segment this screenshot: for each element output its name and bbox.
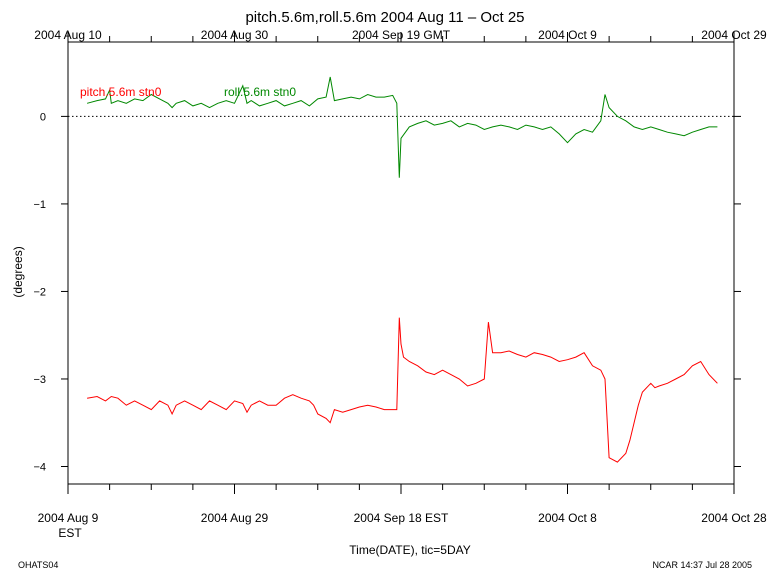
- bottom-axis-sublabel: EST: [58, 526, 82, 540]
- top-axis-label: 2004 Aug 30: [201, 28, 269, 42]
- bottom-axis-label: 2004 Sep 18 EST: [354, 511, 449, 525]
- chart-title: pitch.5.6m,roll.5.6m 2004 Aug 11 – Oct 2…: [245, 9, 524, 26]
- legend-pitch: pitch.5.6m stn0: [80, 85, 162, 99]
- y-tick-label: −2: [33, 286, 46, 298]
- axis-ticks: [61, 32, 741, 494]
- bottom-axis-label: 2004 Aug 29: [201, 511, 269, 525]
- footer-left: OHATS04: [18, 560, 58, 570]
- y-axis-labels: 0 −1 −2 −3 −4: [33, 111, 46, 473]
- top-axis-label: 2004 Aug 10: [34, 28, 102, 42]
- bottom-axis-labels: 2004 Aug 9 2004 Aug 29 2004 Sep 18 EST 2004…: [38, 511, 767, 525]
- y-tick-label: −4: [33, 461, 46, 473]
- bottom-axis-label: 2004 Aug 9: [38, 511, 99, 525]
- top-axis-label: 2004 Sep 19 GMT: [352, 28, 451, 42]
- top-axis-label: 2004 Oct 9: [538, 28, 597, 42]
- y-tick-label: 0: [40, 111, 46, 123]
- roll-series-line: [86, 76, 718, 178]
- x-axis-title: Time(DATE), tic=5DAY: [349, 543, 470, 557]
- y-tick-label: −1: [33, 199, 46, 211]
- pitch-series-line: [87, 317, 718, 463]
- plot-frame: [67, 41, 735, 485]
- bottom-axis-label: 2004 Oct 8: [538, 511, 597, 525]
- legend-roll: roll.5.6m stn0: [224, 85, 296, 99]
- bottom-axis-label: 2004 Oct 28: [701, 511, 767, 525]
- top-axis-labels: 2004 Aug 10 2004 Aug 30 2004 Sep 19 GMT 200…: [34, 28, 767, 42]
- y-axis-title: (degrees): [11, 246, 25, 297]
- footer-right: NCAR 14:37 Jul 28 2005: [652, 560, 752, 570]
- y-tick-label: −3: [33, 374, 46, 386]
- top-axis-label: 2004 Oct 29: [701, 28, 767, 42]
